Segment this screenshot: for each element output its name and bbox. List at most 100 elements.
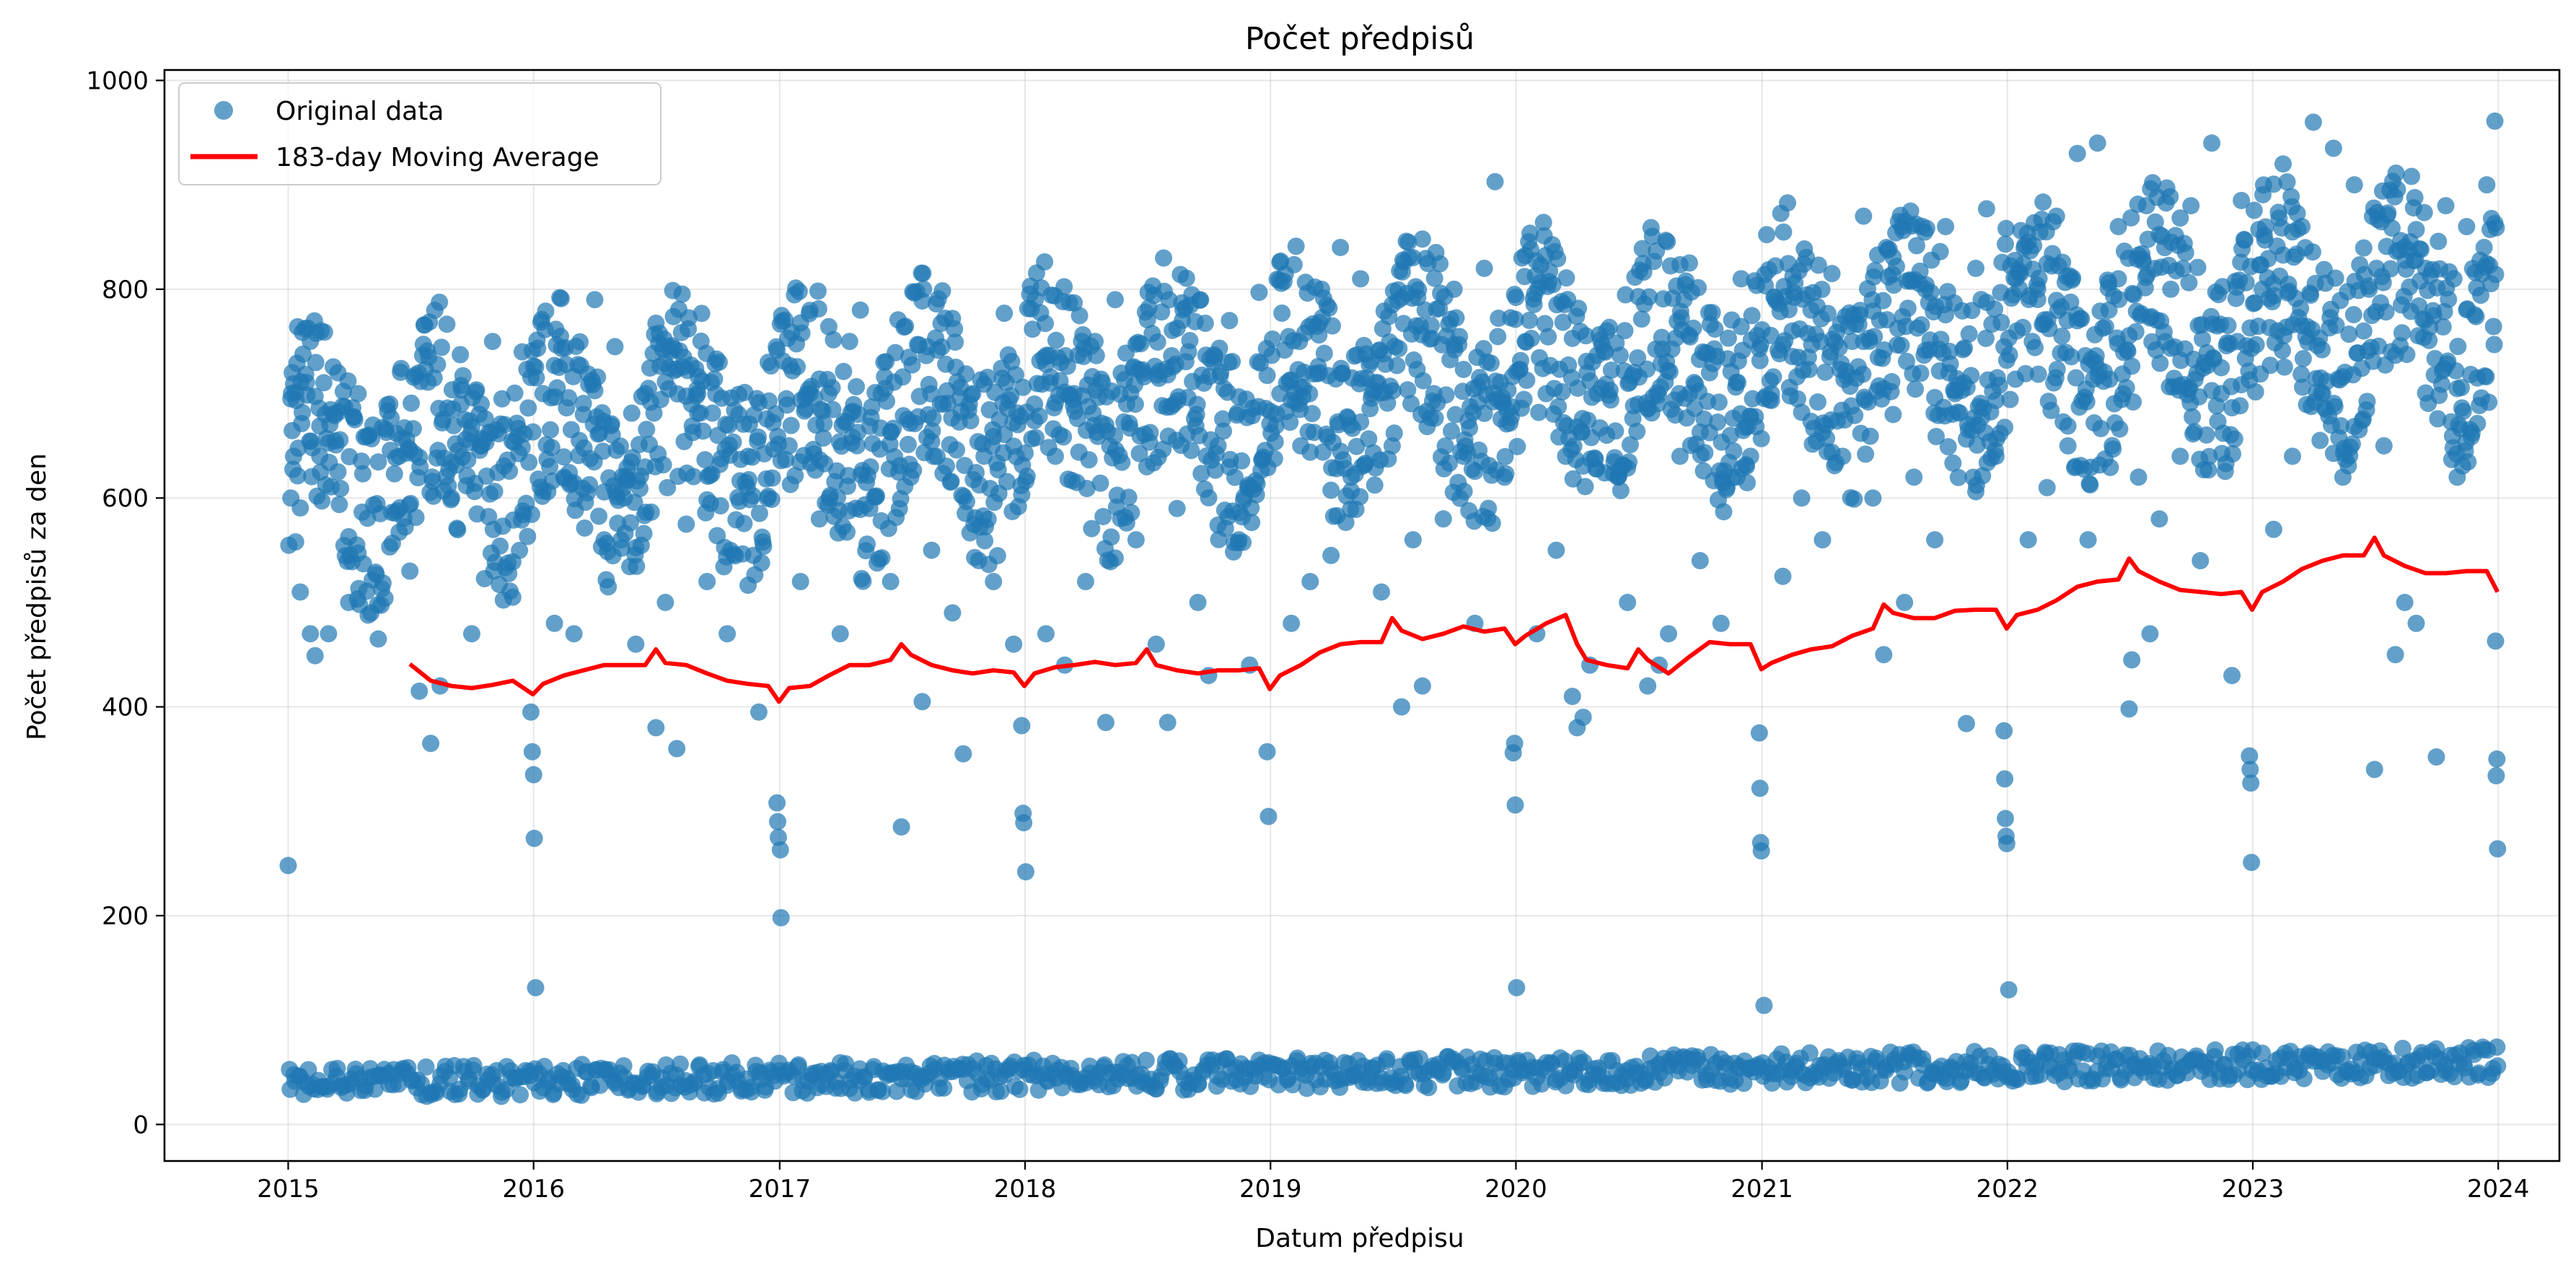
weekday-data-point: [376, 590, 394, 608]
data-point: [1741, 447, 1759, 465]
data-point: [1311, 364, 1329, 382]
weekday-data-point: [2358, 393, 2376, 411]
weekday-data-point: [1612, 481, 1630, 499]
data-point: [2334, 468, 2352, 486]
weekday-data-point: [2379, 204, 2397, 222]
data-point: [2182, 197, 2200, 215]
weekday-data-point: [1399, 233, 1417, 251]
data-point: [1209, 437, 1227, 455]
weekday-data-point: [1857, 445, 1875, 463]
data-point: [1751, 779, 1769, 797]
data-point: [1445, 280, 1463, 298]
weekday-data-point: [522, 505, 540, 523]
weekday-data-point: [1554, 313, 1572, 331]
weekday-data-point: [1684, 319, 1702, 337]
weekday-data-point: [1710, 393, 1728, 411]
weekday-data-point: [711, 496, 729, 514]
weekday-data-point: [313, 492, 331, 510]
weekday-data-point: [2180, 273, 2198, 292]
weekday-data-point: [788, 358, 806, 376]
weekday-data-point: [1192, 291, 1210, 309]
weekday-data-point: [1423, 317, 1441, 335]
weekday-data-point: [2293, 378, 2311, 396]
weekday-data-point: [1351, 488, 1369, 506]
weekday-data-point: [1715, 503, 1733, 521]
weekday-data-point: [1617, 286, 1635, 304]
data-point: [1342, 468, 1360, 486]
data-point: [780, 437, 798, 455]
data-point: [2478, 176, 2496, 194]
weekday-data-point: [777, 450, 795, 468]
weekday-data-point: [1014, 378, 1032, 396]
weekday-data-point: [2124, 393, 2142, 411]
weekday-data-point: [815, 414, 833, 432]
weekday-data-point: [957, 365, 975, 383]
weekday-data-point: [2344, 306, 2362, 324]
weekday-data-point: [735, 514, 753, 533]
weekday-data-point: [2174, 260, 2192, 278]
weekday-data-point: [1366, 476, 1384, 494]
data-point: [1680, 385, 1698, 403]
data-point: [2233, 191, 2251, 209]
weekday-data-point: [1027, 429, 1045, 447]
data-point: [1037, 625, 1055, 643]
weekday-data-point: [824, 400, 842, 419]
weekend-data-point: [2295, 1069, 2313, 1087]
weekday-data-point: [630, 480, 649, 498]
weekday-data-point: [1265, 450, 1283, 468]
weekday-data-point: [2161, 188, 2179, 206]
weekday-data-point: [2016, 364, 2034, 382]
data-point: [340, 593, 358, 611]
weekday-data-point: [858, 535, 876, 553]
weekday-data-point: [541, 457, 559, 476]
weekday-data-point: [2144, 174, 2162, 192]
weekday-data-point: [2469, 414, 2487, 432]
weekday-data-point: [2087, 347, 2105, 365]
weekday-data-point: [289, 467, 307, 485]
weekday-data-point: [1323, 317, 1341, 335]
moving-average-path: [408, 535, 2500, 704]
weekday-data-point: [1990, 377, 2008, 395]
weekend-data-point: [1896, 1063, 1914, 1081]
weekend-data-point: [2333, 1048, 2351, 1066]
data-point: [282, 390, 300, 408]
weekday-data-point: [809, 300, 827, 318]
weekday-data-point: [501, 463, 519, 481]
weekday-data-point: [979, 510, 997, 528]
weekday-data-point: [1002, 387, 1020, 405]
weekday-data-point: [1047, 331, 1065, 349]
data-point: [2313, 385, 2331, 403]
x-tick-label: 2023: [2222, 1175, 2285, 1204]
weekday-data-point: [576, 519, 594, 537]
data-point: [1588, 385, 1606, 403]
weekday-data-point: [1489, 328, 1507, 346]
data-point: [791, 572, 809, 590]
data-point: [739, 447, 757, 465]
weekday-data-point: [1534, 214, 1552, 232]
weekend-data-point: [935, 1079, 953, 1097]
weekday-data-point: [710, 353, 728, 371]
data-point: [861, 499, 879, 517]
weekday-data-point: [1539, 328, 1557, 346]
weekday-data-point: [331, 431, 349, 449]
weekday-data-point: [402, 494, 420, 512]
weekday-data-point: [2247, 336, 2265, 354]
weekday-data-point: [705, 370, 724, 388]
weekday-data-point: [476, 410, 494, 428]
weekday-data-point: [1899, 299, 1917, 317]
data-point: [2162, 280, 2180, 298]
weekday-data-point: [1360, 430, 1378, 448]
weekday-data-point: [1102, 528, 1120, 546]
weekday-data-point: [2081, 476, 2099, 494]
weekday-data-point: [1188, 395, 1206, 413]
data-point: [1283, 614, 1301, 632]
data-point: [2008, 322, 2026, 340]
data-point: [1013, 717, 1031, 735]
weekday-data-point: [1447, 309, 1465, 327]
weekday-data-point: [957, 493, 975, 511]
weekday-data-point: [1775, 223, 1793, 241]
legend-label-moving-average: 183-day Moving Average: [276, 143, 599, 172]
weekday-data-point: [1426, 409, 1444, 427]
weekday-data-point: [933, 338, 951, 356]
weekday-data-point: [1248, 475, 1266, 493]
